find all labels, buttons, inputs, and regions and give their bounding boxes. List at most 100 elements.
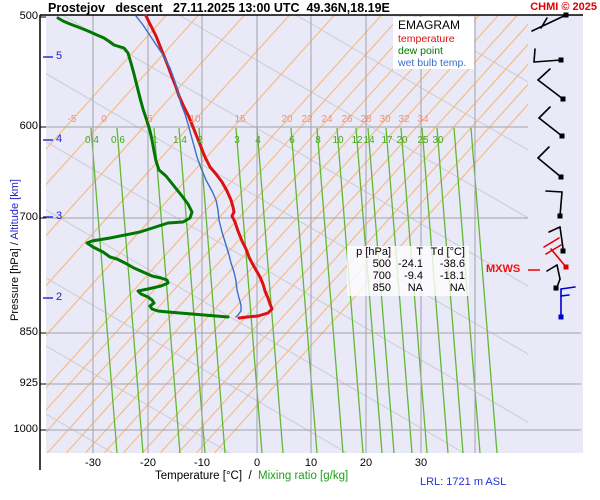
- mixing-ratio-value-label: 0.4: [85, 135, 99, 146]
- altitude-tick-label: 4: [56, 133, 63, 145]
- isotherm-value-label: 30: [379, 114, 391, 125]
- isotherm-value-label: -5: [67, 114, 77, 125]
- pressure-axis-label: Pressure [hPa]: [9, 248, 21, 321]
- altitude-tick-label: 2: [56, 291, 63, 303]
- isotherm-value-label: 26: [341, 114, 353, 125]
- wind-barb: [533, 48, 564, 63]
- isotherm-line: [84, 15, 480, 453]
- temperature-tick-label: 0: [253, 457, 261, 469]
- table-cell: 500: [372, 258, 391, 270]
- isotherm-line: [122, 15, 518, 453]
- temperature-curve: [144, 14, 274, 320]
- temperature-tick-label: 10: [304, 457, 318, 469]
- wind-barb: [546, 264, 561, 291]
- pressure-tick-label: 925: [19, 377, 38, 389]
- isotherm-line: [177, 63, 528, 453]
- page-title: Prostejov descent 27.11.2025 13:00 UTC 4…: [48, 1, 390, 15]
- wind-barb: [545, 190, 563, 219]
- adiabat-line: [178, 15, 528, 219]
- mixing-ratio-line: [316, 127, 344, 453]
- wet-bulb-temp--curve: [135, 15, 242, 318]
- isotherm-line: [46, 15, 199, 186]
- isotherm-value-label: 10: [189, 114, 201, 125]
- wind-barb: [543, 237, 569, 270]
- adiabat-line: [46, 73, 528, 355]
- table-header-cell: T: [416, 246, 423, 258]
- isotherm-line: [141, 23, 528, 453]
- mixing-ratio-value-label: 10: [332, 135, 344, 146]
- table-row: 850 NA NA: [347, 282, 469, 294]
- adiabat-line: [61, 15, 528, 287]
- wind-barb: [531, 12, 569, 32]
- mixing-ratio-value-label: 1: [152, 135, 158, 146]
- dew-point-curve: [56, 16, 230, 319]
- isotherm-value-label: 5: [147, 114, 153, 125]
- legend-item-temperature: temperature: [398, 33, 455, 46]
- altitude-tick-label: 5: [56, 50, 63, 62]
- isotherm-line: [213, 103, 528, 453]
- table-cell: -9.4: [404, 270, 423, 282]
- mixing-ratio-value-label: 0.6: [111, 135, 125, 146]
- x-axis-title: Temperature [°C] / Mixing ratio [g/kg]: [155, 470, 348, 482]
- table-cell: NA: [449, 282, 465, 294]
- legend-item-wet-bulb-temp-: wet bulb temp.: [398, 56, 467, 69]
- adiabat-line: [46, 209, 465, 453]
- mixing-ratio-line: [198, 127, 226, 453]
- altitude-axis-label: Altitude [km]: [9, 179, 21, 240]
- mixing-ratio-line: [116, 127, 144, 453]
- wind-barb: [537, 146, 564, 180]
- isotherm-line: [195, 83, 528, 453]
- mixing-ratio-value-label: 25: [417, 135, 429, 146]
- temperature-tick-label: 20: [359, 457, 373, 469]
- temperature-tick-label: -20: [140, 457, 156, 469]
- mixing-ratio-value-label: 30: [432, 135, 444, 146]
- temperature-tick-label: 30: [414, 457, 428, 469]
- mixing-ratio-value-label: 6: [289, 135, 295, 146]
- mixing-ratio-line: [290, 127, 318, 453]
- legend-title: EMAGRAM: [398, 18, 461, 32]
- mixing-ratio-axis-label: Mixing ratio [g/kg]: [258, 470, 349, 482]
- table-header-row: p [hPa] T Td [°C]: [347, 246, 469, 258]
- mixing-ratio-value-label: 12: [351, 135, 363, 146]
- axis-separator: /: [9, 239, 21, 249]
- mxws-label: MXWS: [486, 263, 521, 275]
- lrl-label: LRL: 1721 m ASL: [420, 476, 507, 488]
- mixing-ratio-value-label: 1.4: [173, 135, 187, 146]
- table-cell: -18.1: [439, 270, 465, 282]
- table-cell: -38.6: [439, 258, 465, 270]
- temperature-tick-label: -10: [194, 457, 210, 469]
- isotherm-value-label: 22: [301, 114, 313, 125]
- isotherm-value-label: 32: [398, 114, 410, 125]
- adiabat-line: [46, 345, 231, 453]
- wind-barb: [548, 226, 566, 254]
- pressure-tick-label: 600: [19, 120, 38, 132]
- isotherm-value-label: 15: [234, 114, 246, 125]
- mixing-ratio-value-label: 4: [255, 135, 261, 146]
- temperature-axis-label: Temperature [°C]: [155, 470, 243, 482]
- temperature-tick-label: -30: [85, 457, 101, 469]
- isotherm-value-label: 24: [321, 114, 333, 125]
- pressure-tick-label: 850: [19, 326, 38, 338]
- mixing-ratio-line: [90, 127, 118, 453]
- altitude-tick-label: 3: [56, 210, 63, 222]
- table-cell: NA: [407, 282, 423, 294]
- isotherm-value-label: 0: [101, 114, 107, 125]
- mixing-ratio-value-label: 3: [234, 135, 240, 146]
- wind-barb: [537, 68, 566, 102]
- isotherm-line: [159, 43, 528, 453]
- mixing-ratio-value-label: 20: [396, 135, 408, 146]
- mixing-ratio-line: [235, 127, 263, 453]
- legend-item-dew-point: dew point: [398, 45, 443, 58]
- mixing-ratio-line: [153, 127, 181, 453]
- mixing-ratio-line: [178, 127, 206, 453]
- mixing-ratio-line: [256, 127, 284, 453]
- pressure-tick-label: 500: [19, 10, 38, 22]
- wind-barb: [558, 286, 576, 320]
- levels-table: p [hPa] T Td [°C] 500 -24.1 -38.6 700 -9.4 -18.1…: [347, 246, 469, 296]
- table-cell: 700: [372, 270, 391, 282]
- y-axis-title: Pressure [hPa] / Altitude [km]: [9, 160, 23, 340]
- table-header-cell: Td [°C]: [430, 246, 465, 258]
- mixing-ratio-value-label: 14: [363, 135, 375, 146]
